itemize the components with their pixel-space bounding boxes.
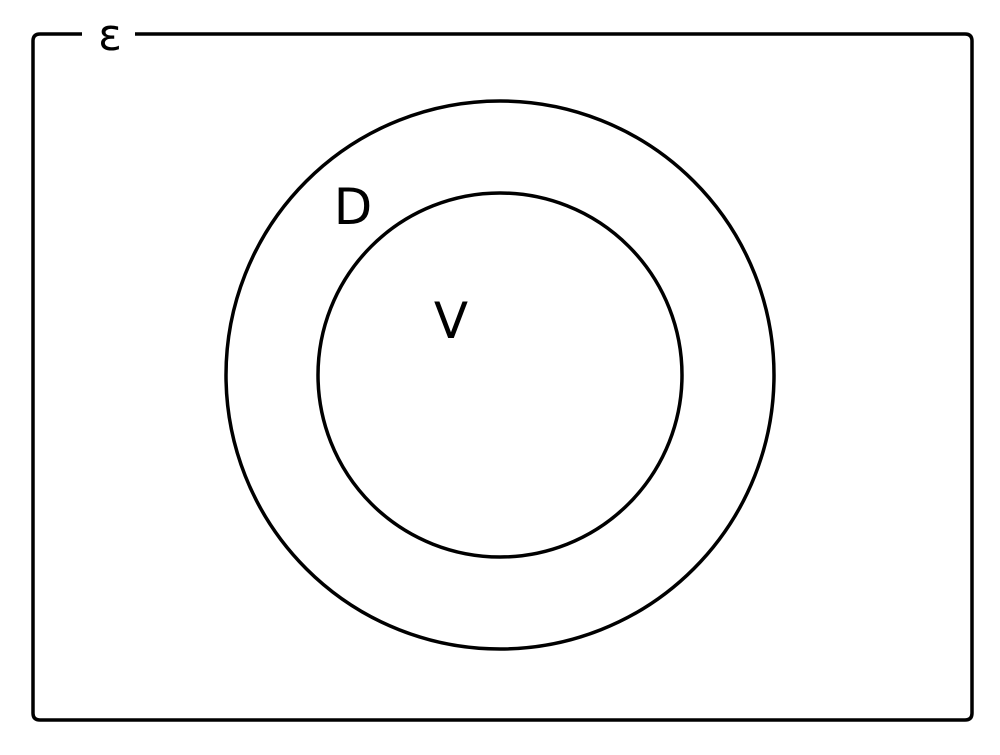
set-d-label: D xyxy=(334,178,373,236)
set-d-circle xyxy=(224,99,776,651)
set-v-circle xyxy=(316,191,684,559)
set-v-label: V xyxy=(434,292,468,350)
universal-set-boundary xyxy=(31,32,974,722)
universal-set-label: ε xyxy=(98,10,122,61)
